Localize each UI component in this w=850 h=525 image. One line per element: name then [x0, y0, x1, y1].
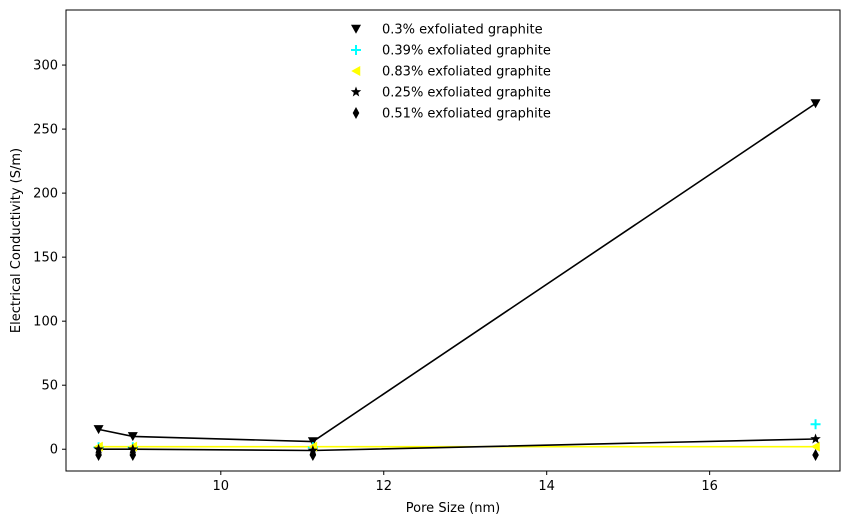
x-tick-label: 10: [213, 479, 230, 494]
y-tick-label: 150: [33, 251, 58, 266]
data-point-series-3: [93, 443, 104, 454]
legend-marker-4: [352, 107, 360, 119]
legend-marker-2: [351, 66, 361, 76]
data-point-series-4: [95, 448, 102, 461]
y-axis-ticks: 0 50 100 150 200 250 300: [33, 59, 66, 458]
legend-label: 0.25% exfoliated graphite: [382, 86, 551, 101]
legend-label: 0.3% exfoliated graphite: [382, 23, 543, 38]
legend-label: 0.83% exfoliated graphite: [382, 65, 551, 80]
series-lines: [98, 102, 817, 452]
y-tick-label: 0: [50, 443, 58, 458]
data-point-series-0: [127, 432, 138, 442]
y-tick-label: 200: [33, 187, 58, 202]
data-point-series-0: [93, 425, 104, 435]
y-tick-label: 250: [33, 123, 58, 138]
series-markers: [93, 99, 821, 461]
data-point-series-3: [810, 433, 821, 444]
data-point-series-1: [810, 419, 821, 430]
y-tick-label: 100: [33, 315, 58, 330]
x-axis-label: Pore Size (nm): [406, 501, 500, 516]
y-axis-label: Electrical Conductivity (S/m): [9, 148, 24, 333]
legend: 0.3% exfoliated graphite 0.39% exfoliated…: [350, 23, 551, 122]
legend-marker-0: [351, 24, 361, 34]
y-tick-label: 50: [41, 379, 58, 394]
data-point-series-4: [129, 448, 137, 461]
legend-marker-3: [350, 86, 362, 97]
data-point-series-0: [307, 437, 318, 447]
legend-marker-1: [351, 45, 361, 55]
series-line-3: [98, 438, 816, 452]
axes-frame: [65, 9, 841, 472]
data-point-series-4: [812, 448, 819, 461]
y-tick-label: 300: [33, 59, 58, 74]
legend-label: 0.51% exfoliated graphite: [382, 107, 551, 122]
data-point-series-0: [810, 99, 821, 109]
x-tick-label: 12: [375, 479, 392, 494]
data-point-series-4: [309, 448, 317, 461]
x-axis-ticks: 10 12 14 16: [213, 471, 718, 494]
data-point-series-2: [810, 441, 820, 452]
x-tick-label: 16: [701, 479, 718, 494]
x-tick-label: 14: [538, 479, 555, 494]
series-line-0: [98, 102, 817, 443]
data-point-series-3: [127, 443, 139, 454]
legend-label: 0.39% exfoliated graphite: [382, 44, 551, 59]
